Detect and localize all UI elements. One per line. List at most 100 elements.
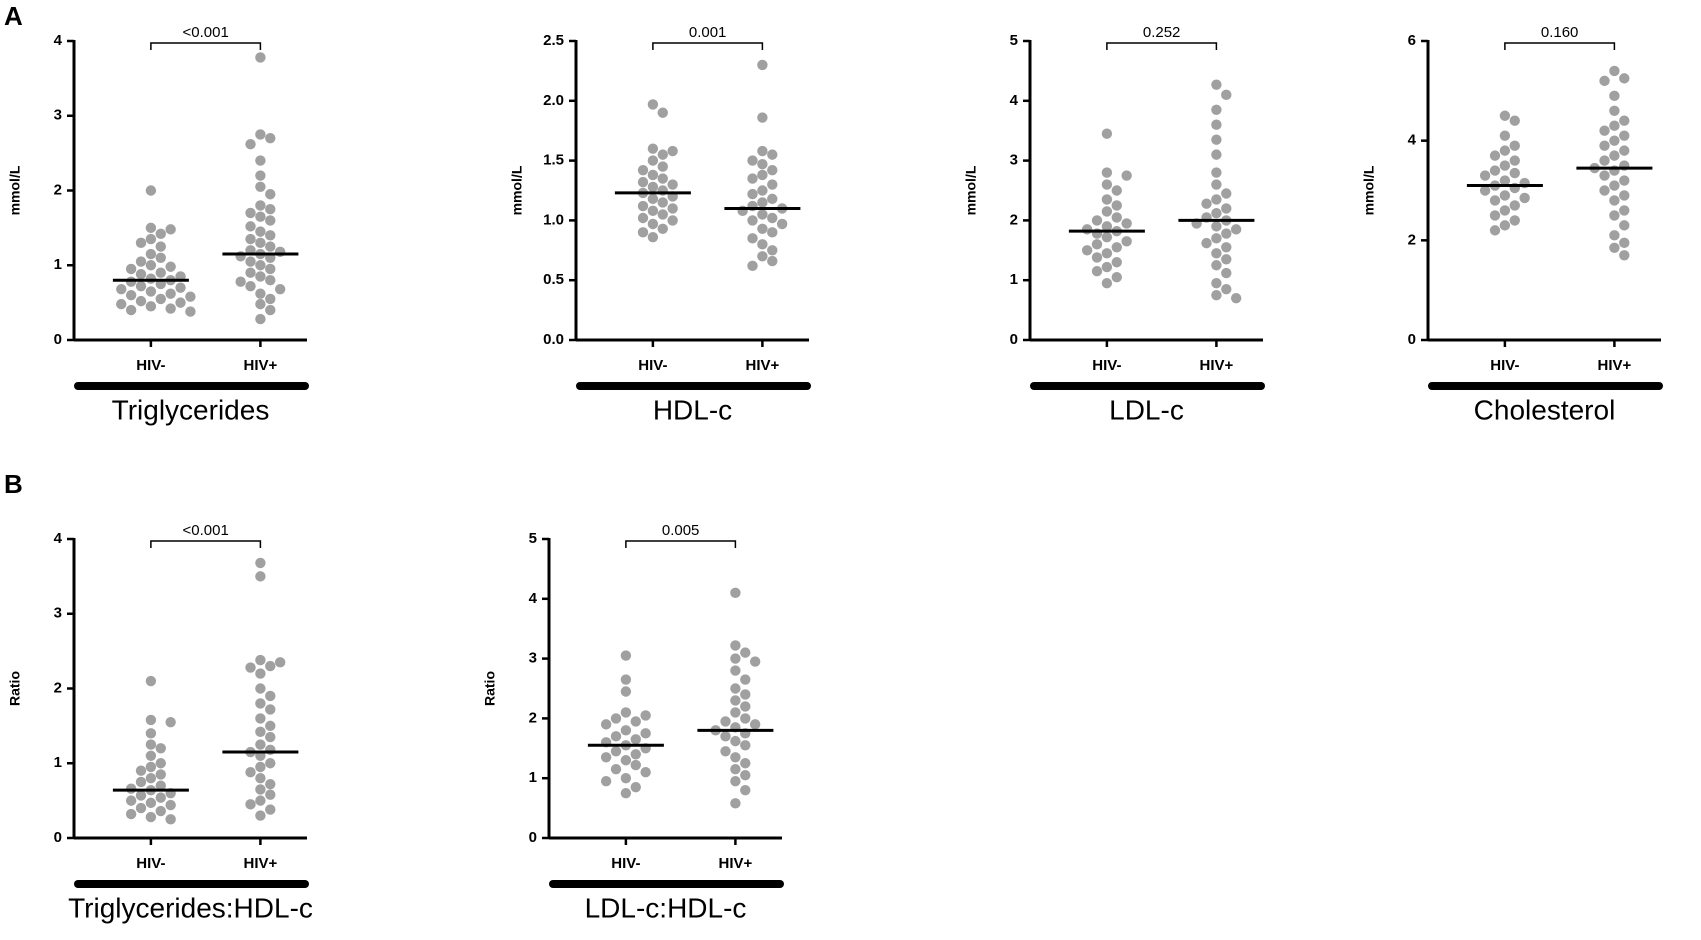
- p-value: 0.252: [1143, 24, 1181, 41]
- data-point: [265, 293, 276, 305]
- data-point: [1509, 215, 1520, 226]
- data-point: [637, 227, 649, 238]
- data-point: [657, 161, 668, 172]
- data-point: [1599, 125, 1610, 136]
- data-point: [720, 746, 731, 757]
- data-point: [740, 770, 751, 781]
- y-tick-label: 5: [529, 530, 537, 547]
- data-point: [1101, 277, 1113, 289]
- data-point: [1609, 90, 1620, 102]
- data-point: [265, 189, 276, 200]
- data-point: [1599, 185, 1610, 196]
- data-point: [145, 797, 157, 809]
- data-point: [1211, 119, 1222, 130]
- data-point: [1599, 170, 1610, 181]
- data-point: [1101, 167, 1113, 178]
- y-tick-label: 3: [1010, 152, 1018, 169]
- data-point: [1101, 248, 1113, 259]
- data-point: [647, 155, 659, 166]
- data-point: [245, 280, 256, 292]
- data-point: [1211, 260, 1222, 271]
- y-tick-label: 0: [1010, 331, 1018, 348]
- data-point: [767, 245, 778, 256]
- data-point: [1230, 292, 1242, 304]
- y-tick-label: 5: [1010, 32, 1018, 49]
- data-point: [255, 773, 266, 784]
- data-point: [255, 726, 266, 738]
- x-tick-label: HIV-: [611, 855, 640, 872]
- data-point: [165, 288, 176, 299]
- x-tick-label: HIV-: [1092, 357, 1121, 374]
- data-point: [637, 176, 649, 188]
- data-point: [255, 52, 266, 63]
- data-point: [255, 226, 266, 237]
- data-point: [135, 237, 147, 249]
- data-point: [1509, 200, 1520, 211]
- data-point: [265, 789, 276, 800]
- data-point: [155, 758, 166, 769]
- data-point: [747, 188, 758, 200]
- data-point: [757, 223, 768, 234]
- data-point: [647, 218, 659, 230]
- data-point: [165, 814, 176, 825]
- data-point: [135, 776, 147, 788]
- data-point: [1111, 257, 1122, 268]
- data-point: [1211, 149, 1222, 160]
- data-point: [1101, 231, 1113, 243]
- data-point: [155, 769, 166, 780]
- data-point: [647, 169, 659, 181]
- data-point: [610, 731, 622, 742]
- data-point: [1091, 266, 1103, 277]
- data-point: [747, 173, 758, 184]
- data-point: [1609, 180, 1620, 191]
- y-tick-label: 1: [1010, 271, 1018, 288]
- data-point: [730, 665, 741, 676]
- data-point: [1499, 130, 1511, 141]
- panel-label: B: [4, 469, 23, 499]
- data-point: [1121, 218, 1132, 229]
- data-point: [245, 799, 256, 810]
- data-point: [740, 740, 751, 751]
- data-point: [1211, 179, 1222, 190]
- data-point: [620, 674, 632, 685]
- data-point: [1609, 230, 1620, 241]
- data-point: [255, 557, 266, 569]
- data-point: [749, 719, 761, 730]
- data-point: [637, 200, 649, 212]
- data-point: [757, 59, 768, 71]
- data-point: [730, 735, 741, 747]
- data-point: [747, 260, 758, 272]
- y-tick-label: 1.0: [543, 211, 564, 228]
- x-tick-label: HIV-: [136, 357, 165, 374]
- y-tick-label: 6: [1408, 32, 1416, 49]
- data-point: [255, 810, 266, 821]
- data-point: [630, 749, 641, 760]
- data-point: [145, 714, 157, 726]
- chart-title: Triglycerides:HDL-c: [68, 892, 313, 923]
- data-point: [255, 313, 266, 325]
- data-point: [1489, 195, 1501, 206]
- data-point: [730, 587, 741, 599]
- data-point: [265, 241, 276, 252]
- y-axis-label: mmol/L: [509, 165, 525, 215]
- data-point: [116, 298, 127, 310]
- data-point: [1479, 185, 1491, 196]
- data-point: [620, 755, 632, 766]
- data-point: [667, 215, 678, 226]
- data-point: [1489, 150, 1501, 161]
- data-point: [740, 701, 751, 712]
- data-point: [600, 752, 612, 763]
- data-point: [274, 283, 286, 295]
- data-point: [145, 185, 157, 196]
- data-point: [730, 683, 741, 694]
- data-point: [657, 149, 668, 160]
- data-point: [1221, 188, 1232, 199]
- p-bracket: [625, 540, 737, 548]
- data-point: [1211, 104, 1222, 115]
- data-point: [747, 215, 758, 226]
- data-point: [145, 728, 157, 739]
- data-point: [1121, 170, 1132, 181]
- data-point: [255, 129, 266, 140]
- data-point: [265, 132, 276, 144]
- data-point: [265, 660, 276, 672]
